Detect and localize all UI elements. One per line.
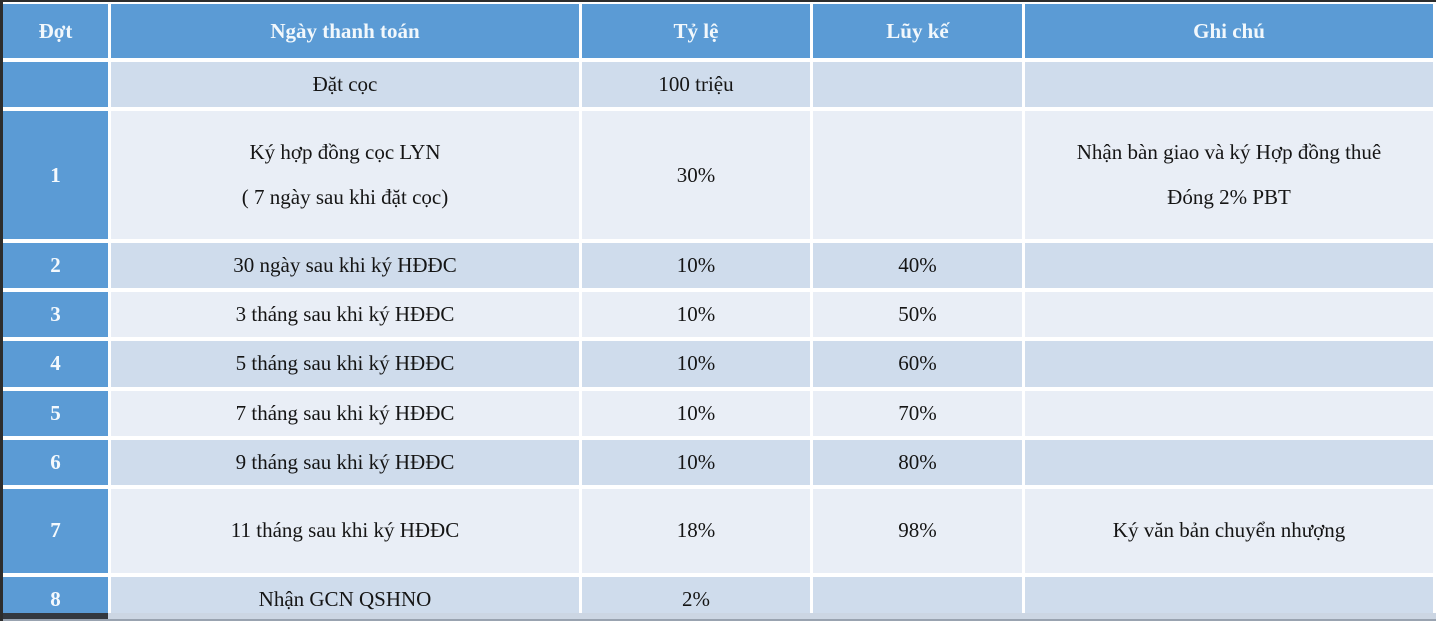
cell-ghichu	[1025, 243, 1433, 289]
cell-luyke: 40%	[813, 243, 1022, 289]
cell-dot: 5	[3, 390, 108, 436]
cell-line: 30 ngày sau khi ký HĐĐC	[233, 253, 457, 278]
cell-tyle: 10%	[582, 341, 810, 387]
cell-ghichu	[1025, 62, 1433, 108]
cell-luyke: 98%	[813, 488, 1022, 573]
cropped-next-row-first-cell	[0, 613, 108, 619]
cell-tyle: 18%	[582, 488, 810, 573]
table-row: 2 30 ngày sau khi ký HĐĐC 10% 40%	[3, 243, 1433, 289]
cell-line: ( 7 ngày sau khi đặt cọc)	[241, 185, 449, 210]
cell-ngay: 9 tháng sau khi ký HĐĐC	[111, 439, 579, 485]
cell-line: 3 tháng sau khi ký HĐĐC	[235, 302, 455, 327]
cell-luyke: 50%	[813, 292, 1022, 338]
cell-tyle: 10%	[582, 243, 810, 289]
table-row: 1 Ký hợp đồng cọc LYN ( 7 ngày sau khi đặt…	[3, 111, 1433, 240]
cell-tyle: 10%	[582, 292, 810, 338]
table-row: 4 5 tháng sau khi ký HĐĐC 10% 60%	[3, 341, 1433, 387]
cell-dot: 7	[3, 488, 108, 573]
cell-tyle: 10%	[582, 390, 810, 436]
cell-ngay: 30 ngày sau khi ký HĐĐC	[111, 243, 579, 289]
cell-line: 11 tháng sau khi ký HĐĐC	[230, 518, 460, 543]
cell-dot: 1	[3, 111, 108, 240]
cell-ghichu	[1025, 341, 1433, 387]
cell-luyke	[813, 62, 1022, 108]
cell-luyke: 60%	[813, 341, 1022, 387]
cell-luyke: 80%	[813, 439, 1022, 485]
cell-ngay: Ký hợp đồng cọc LYN ( 7 ngày sau khi đặt …	[111, 111, 579, 240]
cell-line: 5 tháng sau khi ký HĐĐC	[235, 351, 455, 376]
cell-ngay: Đặt cọc	[111, 62, 579, 108]
cell-luyke: 70%	[813, 390, 1022, 436]
cell-line: Đặt cọc	[312, 72, 378, 96]
cell-ghichu: Ký văn bản chuyển nhượng	[1025, 488, 1433, 573]
column-header-ghichu: Ghi chú	[1025, 4, 1433, 58]
cell-ngay: 7 tháng sau khi ký HĐĐC	[111, 390, 579, 436]
table-row: 7 11 tháng sau khi ký HĐĐC 18% 98% Ký văn bả…	[3, 488, 1433, 573]
cell-luyke	[813, 111, 1022, 240]
cell-dot: 3	[3, 292, 108, 338]
column-header-luyke: Lũy kế	[813, 4, 1022, 58]
cell-ngay: 5 tháng sau khi ký HĐĐC	[111, 341, 579, 387]
header-row: Đợt Ngày thanh toán Tỷ lệ Lũy kế Ghi chú	[3, 4, 1433, 58]
cell-line: Nhận GCN QSHNO	[258, 586, 432, 611]
cell-line: Ký hợp đồng cọc LYN	[249, 140, 441, 164]
table-row: 6 9 tháng sau khi ký HĐĐC 10% 80%	[3, 439, 1433, 485]
cell-line: Ký văn bản chuyển nhượng	[1112, 518, 1346, 543]
column-header-ngay: Ngày thanh toán	[111, 4, 579, 58]
cell-ghichu	[1025, 439, 1433, 485]
left-border-line	[0, 0, 3, 621]
cell-dot: 6	[3, 439, 108, 485]
cell-ghichu	[1025, 390, 1433, 436]
cell-tyle: 30%	[582, 111, 810, 240]
cell-line: 7 tháng sau khi ký HĐĐC	[235, 400, 455, 425]
cell-ghichu: Nhận bàn giao và ký Hợp đồng thuê Đóng 2%…	[1025, 111, 1433, 240]
table-row: 5 7 tháng sau khi ký HĐĐC 10% 70%	[3, 390, 1433, 436]
cropped-next-row	[0, 613, 1436, 621]
column-header-dot: Đợt	[3, 4, 108, 58]
cell-ngay: 3 tháng sau khi ký HĐĐC	[111, 292, 579, 338]
cell-tyle: 100 triệu	[582, 62, 810, 108]
table-row: 3 3 tháng sau khi ký HĐĐC 10% 50%	[3, 292, 1433, 338]
table-row: Đặt cọc 100 triệu	[3, 62, 1433, 108]
cell-line: 9 tháng sau khi ký HĐĐC	[235, 449, 455, 474]
cell-ghichu	[1025, 292, 1433, 338]
cell-dot: 4	[3, 341, 108, 387]
cell-dot: 2	[3, 243, 108, 289]
cell-dot	[3, 62, 108, 108]
cell-tyle: 10%	[582, 439, 810, 485]
cell-line: Đóng 2% PBT	[1167, 185, 1291, 210]
cell-ngay: 11 tháng sau khi ký HĐĐC	[111, 488, 579, 573]
column-header-tyle: Tỷ lệ	[582, 4, 810, 58]
top-border-line	[0, 0, 1436, 2]
cell-line: Nhận bàn giao và ký Hợp đồng thuê	[1076, 140, 1382, 164]
